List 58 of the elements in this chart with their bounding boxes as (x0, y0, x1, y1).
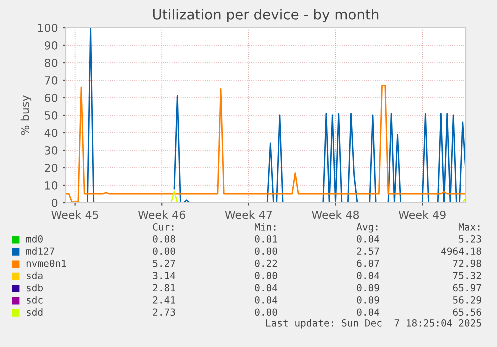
text: 0.04 (357, 235, 380, 243)
y-tick-label: 90 (44, 41, 58, 50)
y-tick-label: 80 (44, 58, 58, 68)
text: 3.14 (153, 272, 176, 280)
text: Max: (458, 224, 480, 231)
y-tick-label: 20 (45, 164, 58, 172)
legend-label: md127 (26, 248, 55, 256)
y-tick-label: 100 (38, 24, 58, 32)
y-axis-title: % busy (20, 96, 32, 136)
text: Cur: (153, 223, 174, 231)
text: 0.04 (357, 272, 380, 280)
text: 6.07 (357, 260, 380, 268)
text: 0.04 (255, 296, 278, 304)
legend-label: md0 (26, 235, 43, 243)
x-tick-label: Week 47 (225, 210, 272, 220)
y-tick-label: 50 (45, 111, 58, 120)
y-tick-label: 40 (44, 128, 58, 138)
text: 5.27 (153, 260, 176, 268)
y-tick-label: 70 (45, 76, 58, 85)
text: 2.73 (153, 308, 176, 316)
text: 0.01 (255, 235, 278, 243)
y-tick-label: 30 (45, 146, 58, 155)
text: 65.97 (453, 284, 482, 292)
text: 0.09 (357, 284, 380, 292)
legend-label: sda (27, 272, 43, 280)
text: 0.22 (255, 260, 278, 268)
text: 2.57 (357, 248, 380, 256)
text: 56.29 (453, 296, 482, 304)
text: Avg: (356, 224, 378, 233)
x-tick-label: Week 48 (312, 210, 360, 220)
text: 5.23 (459, 235, 482, 243)
text: 0.00 (153, 248, 176, 256)
legend-label: nvme0n1 (26, 260, 66, 268)
text: 75.32 (453, 272, 482, 280)
text: 72.98 (453, 260, 482, 268)
text: 0.04 (255, 284, 278, 292)
text: 0.00 (255, 248, 278, 256)
legend-label: sdd (27, 308, 43, 316)
y-tick-label: 60 (45, 94, 58, 102)
text: 0.08 (153, 235, 176, 243)
text: 2.81 (153, 284, 176, 292)
text: 0.09 (357, 296, 380, 304)
text: 65.56 (453, 308, 482, 316)
text: 2.41 (153, 296, 176, 304)
x-tick-label: Week 49 (398, 210, 446, 220)
y-tick-label: 0 (52, 198, 58, 208)
text: 0.00 (255, 272, 278, 280)
text: 4964.18 (442, 248, 482, 256)
chart-title: Utilization per device - by month (153, 9, 379, 23)
text: 0.04 (357, 308, 380, 316)
text: 0.00 (255, 308, 278, 316)
x-tick-label: Week 45 (52, 210, 98, 220)
y-tick-label: 10 (45, 181, 58, 190)
text: Min: (254, 223, 276, 231)
x-tick-label: Week 46 (138, 210, 186, 220)
legend-label: sdc (27, 296, 43, 304)
text: Last update: Sun Dec 7 18:25:04 2025 (266, 319, 482, 329)
legend-label: sdb (27, 284, 43, 292)
